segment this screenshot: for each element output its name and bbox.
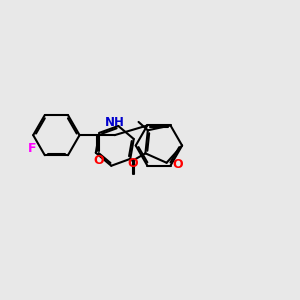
Text: O: O	[127, 157, 138, 170]
Text: O: O	[172, 158, 183, 171]
Text: NH: NH	[105, 116, 125, 129]
Text: O: O	[93, 154, 104, 167]
Text: F: F	[28, 142, 36, 155]
